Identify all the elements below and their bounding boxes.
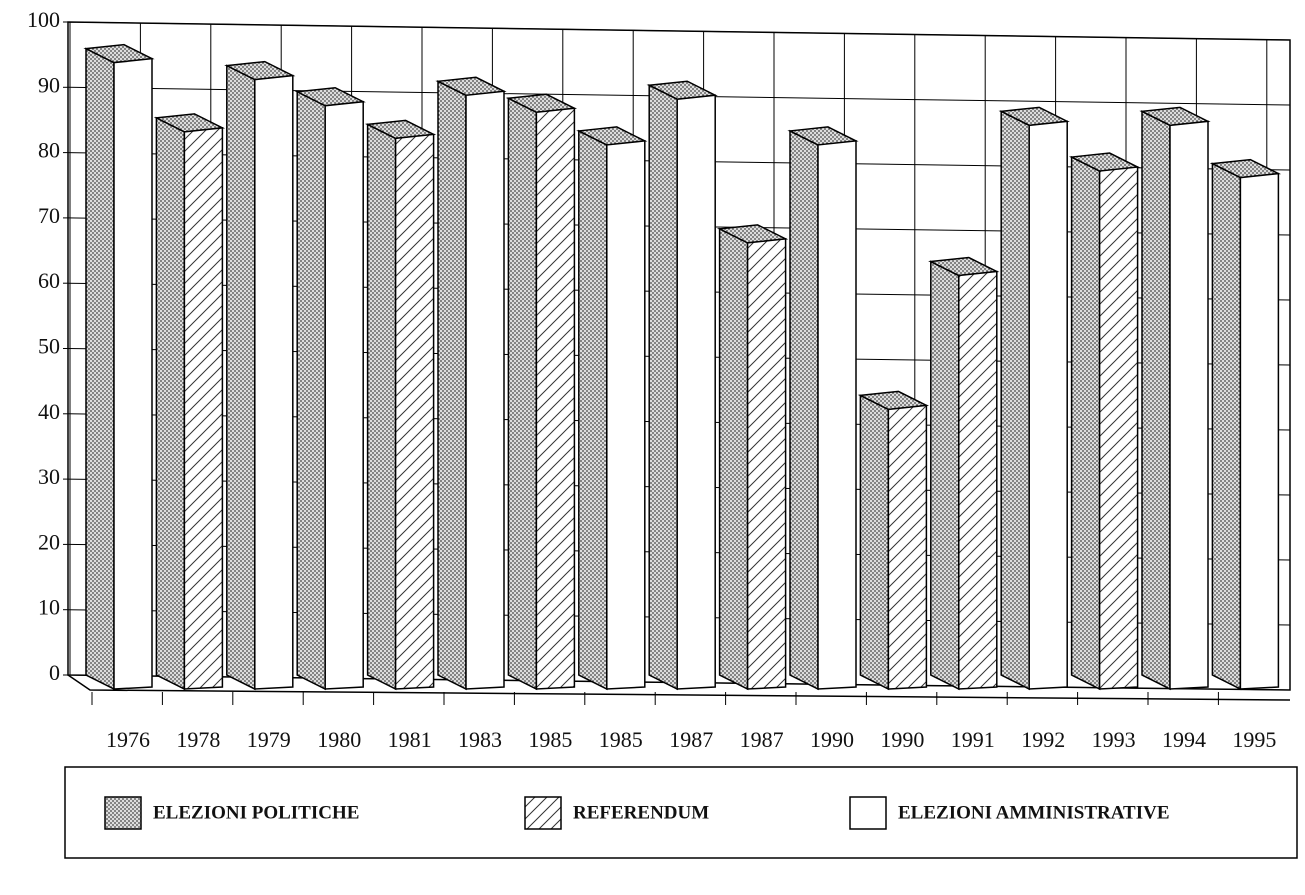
- legend-label: REFERENDUM: [573, 802, 709, 823]
- bar: [1098, 166, 1139, 690]
- x-tick-label: 1985: [528, 727, 572, 752]
- legend-label: ELEZIONI AMMINISTRATIVE: [898, 802, 1170, 823]
- x-tick-label: 1983: [458, 727, 502, 752]
- bar: [465, 90, 505, 690]
- y-tick-label: 60: [38, 268, 60, 293]
- bar: [676, 94, 716, 690]
- x-tick-label: 1992: [1021, 727, 1065, 752]
- bar-side: [1000, 110, 1030, 691]
- x-tick-label: 1978: [176, 727, 220, 752]
- bar: [746, 238, 787, 690]
- legend-swatch: [104, 796, 142, 830]
- bar-side: [437, 80, 467, 691]
- x-tick-label: 1995: [1232, 727, 1276, 752]
- x-tick-label: 1990: [810, 727, 854, 752]
- bar-side: [789, 129, 819, 691]
- y-tick-label: 100: [27, 7, 60, 32]
- bar-side: [366, 123, 397, 691]
- bar-side: [507, 97, 538, 691]
- bar-side: [1211, 162, 1242, 691]
- bar-side: [85, 47, 115, 691]
- bar: [394, 133, 435, 690]
- bar: [183, 127, 224, 690]
- legend-swatch: [849, 796, 887, 830]
- bar-side: [155, 116, 186, 691]
- bar: [1028, 120, 1068, 690]
- y-tick-label: 10: [38, 595, 60, 620]
- x-tick-label: 1980: [317, 727, 361, 752]
- y-tick-label: 70: [38, 203, 60, 228]
- y-tick-label: 0: [49, 660, 60, 685]
- x-tick-label: 1991: [951, 727, 995, 752]
- bar-side: [718, 227, 749, 691]
- bar: [817, 140, 857, 690]
- x-tick-label: 1987: [740, 727, 784, 752]
- bar: [1239, 172, 1280, 690]
- bar-side: [1141, 110, 1171, 691]
- x-tick-label: 1981: [388, 727, 432, 752]
- x-tick-label: 1994: [1162, 727, 1206, 752]
- bar-side: [648, 84, 678, 691]
- y-tick-label: 40: [38, 399, 60, 424]
- bar: [606, 140, 646, 690]
- x-tick-label: 1990: [880, 727, 924, 752]
- legend-swatch: [524, 796, 562, 830]
- y-tick-label: 20: [38, 529, 60, 554]
- x-tick-label: 1993: [1092, 727, 1136, 752]
- bar-side: [930, 260, 960, 691]
- legend-box: [64, 766, 1298, 859]
- x-tick-label: 1987: [669, 727, 713, 752]
- bar: [535, 107, 576, 690]
- x-tick-label: 1979: [247, 727, 291, 752]
- bar-side: [296, 90, 326, 691]
- bar-side: [1070, 155, 1101, 691]
- bar-side: [226, 64, 256, 691]
- x-tick-label: 1985: [599, 727, 643, 752]
- y-tick-label: 50: [38, 334, 60, 359]
- y-tick-label: 90: [38, 72, 60, 97]
- bar: [113, 57, 153, 690]
- bar-side: [578, 129, 608, 691]
- bar: [254, 74, 294, 690]
- bar: [958, 270, 998, 690]
- bar: [1169, 120, 1209, 690]
- grid-line: [67, 21, 1291, 41]
- bar: [887, 404, 928, 690]
- x-tick-label: 1976: [106, 727, 150, 752]
- floor: [67, 674, 1291, 701]
- bar: [324, 100, 364, 690]
- y-tick-label: 30: [38, 464, 60, 489]
- legend-label: ELEZIONI POLITICHE: [153, 802, 359, 823]
- y-tick-label: 80: [38, 138, 60, 163]
- bar-side: [859, 394, 890, 691]
